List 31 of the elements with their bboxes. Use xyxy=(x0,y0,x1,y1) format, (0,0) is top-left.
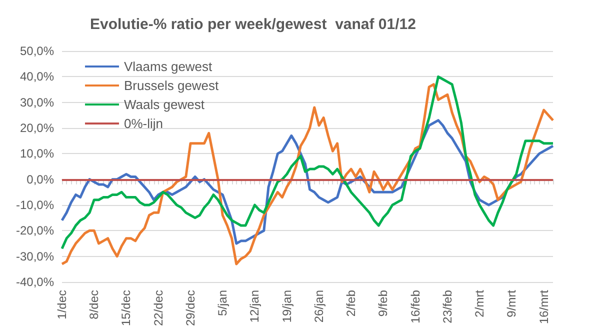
legend-label: Brussels gewest xyxy=(124,78,220,93)
x-tick-label: 8/dec xyxy=(87,290,102,320)
x-tick-label: 12/jan xyxy=(248,290,262,323)
y-tick-label: 0,0% xyxy=(26,172,54,186)
x-tick-label: 1/dec xyxy=(55,290,69,320)
y-tick-label: -20,0% xyxy=(16,224,54,238)
x-tick-label: 26/jan xyxy=(312,290,326,323)
chart-title: Evolutie-% ratio per week/gewest vanaf 01/12 xyxy=(90,16,416,33)
legend-label: 0%-lijn xyxy=(124,116,164,131)
x-tick-label: 19/jan xyxy=(280,290,294,323)
legend-label: Waals gewest xyxy=(124,97,205,112)
y-tick-label: 40,0% xyxy=(20,70,54,84)
x-tick-label: 9/mrt xyxy=(504,289,519,318)
x-tick-label: 15/dec xyxy=(119,290,134,326)
x-tick-label: 29/dec xyxy=(183,290,198,326)
y-tick-label: -30,0% xyxy=(16,249,54,264)
legend-label: Vlaams gewest xyxy=(124,59,213,74)
y-tick-label: -10,0% xyxy=(16,198,54,212)
y-tick-label: 50,0% xyxy=(20,44,54,58)
x-tick-label: 16/feb xyxy=(408,290,422,324)
y-tick-label: 30,0% xyxy=(20,95,54,110)
y-tick-label: 20,0% xyxy=(20,120,54,135)
x-tick-label: 22/dec xyxy=(151,290,166,326)
x-tick-label: 2/feb xyxy=(344,290,358,317)
x-tick-label: 23/feb xyxy=(440,290,454,324)
x-tick-label: 5/jan xyxy=(216,290,230,316)
x-tick-label: 2/mrt xyxy=(472,289,487,318)
y-tick-label: 10,0% xyxy=(20,146,54,161)
x-tick-label: 16/mrt xyxy=(536,289,551,324)
y-tick-label: -40,0% xyxy=(16,274,54,289)
x-tick-label: 9/feb xyxy=(376,290,390,317)
